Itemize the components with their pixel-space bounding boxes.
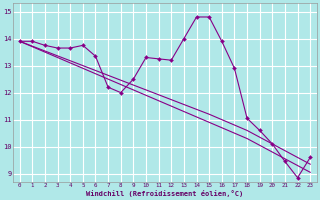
X-axis label: Windchill (Refroidissement éolien,°C): Windchill (Refroidissement éolien,°C) <box>86 190 244 197</box>
